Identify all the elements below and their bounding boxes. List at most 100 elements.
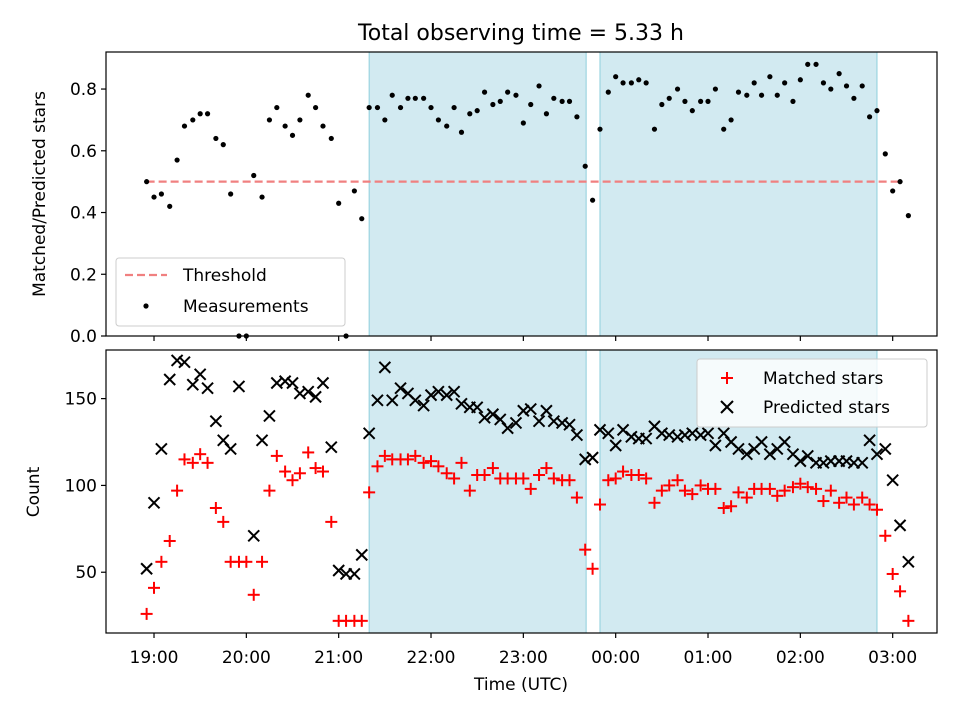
predicted-star-point (863, 434, 876, 447)
matched-star-point (240, 555, 253, 568)
matched-star-point (155, 555, 168, 568)
x-tick-label: 19:00 (130, 648, 179, 668)
measurement-point (790, 98, 796, 104)
measurement-point (774, 92, 780, 98)
predicted-star-point (424, 388, 438, 402)
y-tick-label: 100 (65, 476, 97, 496)
legend-matched-label: Matched stars (763, 369, 883, 389)
measurement-point (551, 95, 557, 101)
matched-star-point (593, 498, 606, 511)
matched-star-point (524, 482, 537, 495)
predicted-star-point (432, 385, 445, 398)
matched-star-point (325, 515, 338, 528)
predicted-star-point (517, 404, 530, 417)
predicted-star-point (170, 354, 184, 367)
measurement-point (251, 172, 257, 179)
matched-star-point (678, 484, 691, 497)
matched-star-point (247, 588, 260, 601)
matched-star-point (209, 501, 222, 514)
measurement-point (866, 114, 873, 120)
matched-star-point (201, 456, 214, 469)
measurement-point (890, 188, 896, 194)
matched-star-point (302, 446, 315, 459)
matched-star-point (463, 484, 476, 497)
measurement-point (228, 191, 234, 197)
x-axis-label: Time (UTC) (473, 675, 568, 695)
predicted-star-point (678, 428, 692, 442)
measurement-point (698, 98, 704, 104)
matched-stars-points (140, 446, 915, 627)
chart-title: Total observing time = 5.33 h (357, 21, 684, 46)
predicted-star-point (163, 373, 176, 386)
measurement-point (144, 179, 150, 185)
measurement-point (451, 104, 457, 111)
matched-star-point (533, 469, 546, 482)
predicted-star-point (870, 447, 884, 461)
measurement-point (628, 80, 634, 86)
measurement-point (659, 101, 665, 108)
measurement-point (728, 117, 734, 123)
predicted-star-point (778, 435, 791, 449)
matched-star-point (171, 484, 184, 497)
predicted-star-point (902, 555, 915, 569)
matched-star-point (316, 465, 329, 478)
predicted-star-point (524, 402, 537, 416)
matched-star-point (771, 489, 784, 502)
matched-star-point (279, 465, 292, 478)
matched-star-point (363, 486, 376, 499)
measurement-point (843, 83, 850, 89)
measurement-point (589, 197, 596, 203)
predicted-star-point (325, 441, 338, 454)
predicted-star-point (316, 376, 330, 390)
predicted-star-point (817, 456, 830, 470)
matched-star-point (740, 491, 753, 504)
measurement-point (820, 80, 827, 86)
matched-star-point (886, 567, 899, 580)
measurement-point (328, 135, 334, 142)
measurement-point (197, 111, 203, 117)
measurement-point (490, 101, 496, 108)
measurement-point (813, 61, 819, 67)
measurement-point (467, 111, 473, 117)
predicted-star-point (501, 421, 514, 435)
measurement-point (220, 142, 226, 148)
measurement-point (382, 117, 388, 123)
measurement-point (397, 104, 404, 111)
measurement-point (559, 98, 565, 104)
measurement-point (859, 83, 865, 89)
y-tick-label: 0.6 (70, 142, 97, 162)
measurement-point (605, 89, 611, 95)
matched-star-point (778, 484, 791, 497)
measurement-point (274, 104, 280, 111)
measurement-point (374, 104, 381, 111)
matched-star-point (725, 500, 738, 513)
legend-predicted-label: Predicted stars (763, 398, 890, 418)
matched-star-point (602, 474, 615, 487)
predicted-star-point (278, 375, 292, 388)
matched-star-point (401, 453, 414, 466)
measurement-point (320, 123, 326, 129)
matched-star-point (194, 448, 207, 461)
predicted-star-point (609, 439, 622, 452)
x-tick-label: 21:00 (314, 648, 363, 668)
measurement-point (751, 80, 757, 86)
predicted-star-point (348, 567, 361, 581)
predicted-star-point (794, 454, 807, 468)
matched-star-point (217, 515, 230, 528)
predicted-star-point (532, 414, 546, 428)
measurement-point (574, 114, 580, 120)
measurement-point (666, 95, 672, 101)
legend-predicted-swatch (720, 400, 734, 414)
matched-star-point (870, 503, 883, 516)
measurement-point (458, 129, 465, 135)
predicted-star-point (209, 414, 223, 428)
matched-star-point (163, 534, 176, 547)
predicted-star-point (655, 427, 669, 440)
predicted-star-point (409, 394, 422, 407)
legend-threshold-label: Threshold (182, 266, 267, 286)
predicted-star-point (593, 423, 607, 437)
measurement-point (435, 117, 441, 123)
predicted-star-point (332, 564, 345, 577)
matched-star-point (417, 456, 430, 469)
